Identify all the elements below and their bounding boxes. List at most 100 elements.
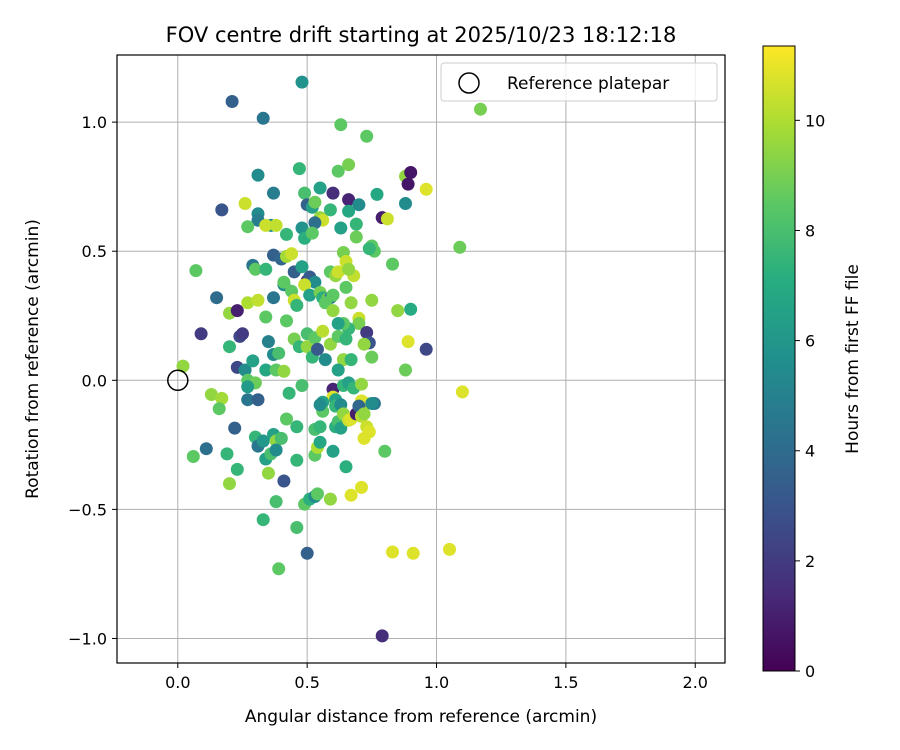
data-point	[355, 377, 368, 391]
data-point	[241, 393, 255, 407]
data-point	[290, 521, 304, 534]
data-point	[349, 217, 363, 231]
data-point	[282, 386, 296, 400]
x-tick-label: 0.5	[294, 673, 319, 692]
data-point	[215, 391, 229, 405]
data-point	[378, 444, 392, 458]
data-point	[311, 342, 324, 356]
data-point	[305, 226, 319, 240]
data-point	[326, 444, 340, 458]
data-point	[316, 324, 330, 338]
data-point	[290, 298, 304, 312]
y-tick-label: −0.5	[68, 500, 107, 519]
data-point	[334, 118, 348, 132]
chart-title: FOV centre drift starting at 2025/10/23 …	[166, 23, 677, 47]
data-point	[215, 203, 229, 217]
data-point	[280, 227, 293, 241]
colorbar-ticks: 0 2 4 6 8 10	[795, 111, 825, 681]
data-point	[176, 359, 190, 373]
data-point	[339, 460, 353, 474]
data-point	[342, 158, 356, 172]
data-point	[259, 310, 273, 324]
data-point	[313, 398, 327, 412]
data-point	[360, 326, 374, 339]
data-point	[241, 296, 255, 310]
data-point	[246, 354, 260, 368]
data-point	[292, 162, 306, 176]
data-point	[326, 186, 340, 200]
y-tick-label: 0.0	[82, 371, 107, 390]
data-point	[360, 129, 374, 143]
data-point	[380, 212, 394, 226]
data-point	[238, 197, 252, 210]
data-point	[386, 545, 399, 559]
data-point	[308, 275, 322, 289]
data-point	[277, 275, 291, 289]
y-tick-label: 0.5	[82, 242, 107, 261]
data-point	[241, 220, 255, 234]
data-point	[280, 314, 293, 328]
colorbar-tick-label: 6	[805, 332, 815, 351]
data-point	[311, 487, 324, 501]
data-point	[267, 186, 280, 200]
data-point	[401, 177, 415, 191]
data-point	[251, 293, 265, 307]
colorbar-gradient	[762, 45, 796, 672]
data-point	[344, 353, 358, 367]
legend-label: Reference platepar	[507, 74, 669, 94]
x-tick-label: 1.0	[424, 673, 449, 692]
data-point	[295, 260, 309, 274]
data-point	[365, 397, 379, 410]
legend-marker-icon	[458, 72, 480, 94]
data-point	[313, 420, 327, 434]
x-axis-label: Angular distance from reference (arcmin)	[245, 707, 597, 727]
data-point	[404, 302, 418, 316]
y-axis-label: Rotation from reference (arcmin)	[23, 219, 43, 499]
data-point	[277, 364, 291, 378]
data-point	[298, 278, 312, 292]
data-point	[272, 346, 286, 360]
data-point	[259, 218, 273, 232]
data-point	[362, 425, 376, 439]
data-point	[326, 304, 340, 318]
data-point	[391, 304, 405, 318]
data-point	[355, 480, 368, 494]
data-point	[334, 221, 348, 235]
data-point	[357, 407, 371, 421]
data-point	[298, 186, 312, 200]
data-point	[295, 75, 309, 89]
data-point	[259, 262, 273, 276]
data-point	[210, 291, 224, 305]
data-point	[404, 166, 418, 179]
data-point	[401, 335, 415, 349]
data-point	[199, 442, 213, 456]
data-point	[443, 542, 456, 556]
data-point	[375, 629, 389, 643]
data-point	[323, 492, 337, 506]
data-point	[342, 204, 356, 218]
data-point	[238, 363, 252, 377]
data-point	[194, 327, 208, 341]
x-tick-label: 0.0	[165, 673, 190, 692]
plot-frame	[116, 54, 726, 664]
data-point	[261, 466, 275, 480]
grid-lines	[117, 55, 725, 663]
x-tick-label: 1.5	[553, 673, 578, 692]
data-point	[189, 264, 203, 278]
data-point	[290, 453, 304, 467]
x-tick-label: 2.0	[683, 673, 708, 692]
data-point	[474, 102, 487, 116]
data-point	[186, 450, 200, 463]
data-point	[236, 327, 249, 341]
data-point	[261, 335, 275, 349]
data-point	[344, 296, 358, 310]
data-point	[277, 474, 291, 488]
data-point	[212, 402, 226, 416]
data-point	[339, 280, 353, 294]
data-point	[256, 434, 270, 448]
data-point	[399, 197, 412, 210]
data-point	[230, 304, 244, 318]
data-point	[228, 421, 242, 435]
data-point	[225, 95, 239, 108]
data-point	[300, 340, 314, 354]
